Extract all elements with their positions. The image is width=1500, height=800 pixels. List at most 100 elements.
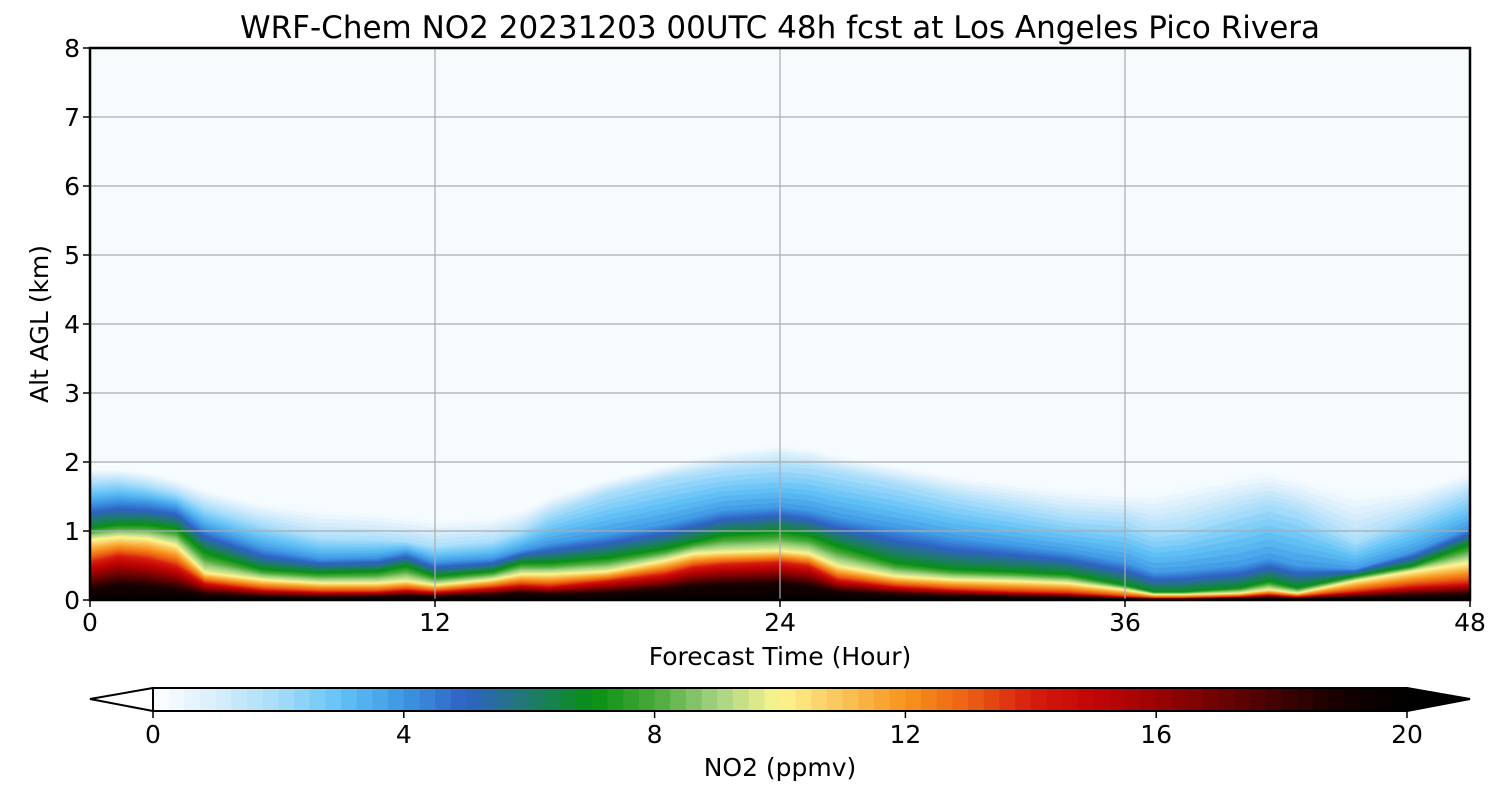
colorbar-tick-label: 16 — [1140, 720, 1172, 749]
colorbar-cell — [780, 688, 797, 711]
colorbar-cell — [278, 688, 295, 711]
y-tick-label: 4 — [64, 310, 80, 339]
y-tick-label: 8 — [64, 34, 80, 63]
colorbar-frame — [152, 687, 1408, 712]
colorbar-cell — [1140, 688, 1157, 711]
colorbar-cell — [200, 688, 217, 711]
y-axis-ticks: 0 1 2 3 4 5 6 7 8 — [64, 34, 90, 615]
colorbar-cell — [294, 688, 311, 711]
colorbar-cell — [827, 688, 844, 711]
x-tick-label: 36 — [1109, 608, 1141, 637]
y-tick-label: 6 — [64, 172, 80, 201]
x-axis-ticks: 0 12 24 36 48 — [82, 600, 1486, 637]
colorbar-cell — [262, 688, 279, 711]
colorbar-cell — [1297, 688, 1314, 711]
colorbar-cell — [1046, 688, 1063, 711]
colorbar-cell — [905, 688, 922, 711]
colorbar-cell — [1124, 688, 1142, 711]
colorbar-cell — [497, 688, 515, 711]
y-tick-label: 2 — [64, 448, 80, 477]
colorbar-cell — [419, 688, 436, 711]
colorbar-cell — [1077, 688, 1095, 711]
y-tick-label: 7 — [64, 103, 80, 132]
colorbar-cell — [1203, 688, 1220, 711]
colorbar-cell — [450, 688, 468, 711]
colorbar-cell — [576, 688, 593, 711]
colorbar-cell — [466, 688, 483, 711]
colorbar-cell — [435, 688, 452, 711]
colorbar-cell — [764, 688, 781, 711]
colorbar-cell — [1234, 688, 1251, 711]
colorbar-cell — [748, 688, 765, 711]
colorbar-tick-label: 20 — [1391, 720, 1423, 749]
x-tick-label: 0 — [82, 608, 98, 637]
colorbar-cell — [1359, 688, 1377, 711]
colorbar-cell — [999, 688, 1016, 711]
colorbar-cell — [607, 688, 624, 711]
colorbar-cell — [654, 688, 671, 711]
colorbar-cell — [670, 688, 687, 711]
chart-title: WRF-Chem NO2 20231203 00UTC 48h fcst at … — [240, 10, 1320, 46]
colorbar-cell — [1187, 688, 1204, 711]
colorbar-cell — [1093, 688, 1110, 711]
colorbar-cell — [1344, 688, 1361, 711]
colorbar-cell — [309, 688, 327, 711]
colorbar-cell — [403, 688, 421, 711]
colorbar-cell — [1062, 688, 1079, 711]
colorbar-cell — [560, 688, 577, 711]
colorbar-cell — [1391, 688, 1408, 711]
colorbar-label: NO2 (ppmv) — [704, 753, 857, 782]
colorbar-cell — [356, 688, 374, 711]
y-axis-label: Alt AGL (km) — [25, 245, 54, 403]
colorbar-cell — [247, 688, 264, 711]
y-tick-label: 0 — [64, 586, 80, 615]
colorbar-cell — [372, 688, 389, 711]
colorbar-cell — [1030, 688, 1048, 711]
colorbar-extend-max — [1406, 686, 1471, 713]
colorbar-cell — [936, 688, 954, 711]
colorbar-cell — [184, 688, 201, 711]
colorbar-cell — [701, 688, 718, 711]
colorbar-cell — [638, 688, 656, 711]
colorbar-cell — [811, 688, 828, 711]
colorbar-cell — [1250, 688, 1267, 711]
colorbar-cell — [983, 688, 1001, 711]
colorbar-ticks: 0 4 8 12 16 20 — [145, 711, 1423, 749]
colorbar-cell — [952, 688, 969, 711]
colorbar-cell — [623, 688, 640, 711]
colorbar-cell — [795, 688, 812, 711]
colorbar-tick-label: 4 — [396, 720, 412, 749]
colorbar-extend-min — [89, 686, 154, 713]
colorbar-cell — [544, 688, 562, 711]
colorbar-cell — [1218, 688, 1236, 711]
plot-area — [88, 46, 1472, 602]
colorbar-cell — [168, 688, 185, 711]
colorbar-cell — [325, 688, 342, 711]
y-tick-label: 1 — [64, 517, 80, 546]
colorbar-cell — [388, 688, 405, 711]
colorbar-cell — [1312, 688, 1330, 711]
colorbar-cell — [153, 688, 170, 711]
colorbar-cell — [341, 688, 358, 711]
x-tick-label: 48 — [1454, 608, 1486, 637]
colorbar-cell — [1281, 688, 1298, 711]
colorbar-cell — [1109, 688, 1126, 711]
colorbar-cells — [153, 688, 1408, 711]
x-axis-label: Forecast Time (Hour) — [649, 642, 912, 671]
colorbar-cell — [513, 688, 530, 711]
colorbar-cell — [591, 688, 609, 711]
colorbar-cell — [231, 688, 248, 711]
colorbar-tick-label: 0 — [145, 720, 161, 749]
colorbar-cell — [717, 688, 734, 711]
colorbar-cell — [482, 688, 499, 711]
colorbar-cell — [1328, 688, 1345, 711]
y-tick-label: 5 — [64, 241, 80, 270]
colorbar-cell — [889, 688, 906, 711]
colorbar-cell — [215, 688, 232, 711]
colorbar-tick-label: 8 — [647, 720, 663, 749]
colorbar-cell — [1015, 688, 1032, 711]
colorbar-cell — [874, 688, 891, 711]
colorbar-cell — [1156, 688, 1173, 711]
colorbar-cell — [529, 688, 546, 711]
